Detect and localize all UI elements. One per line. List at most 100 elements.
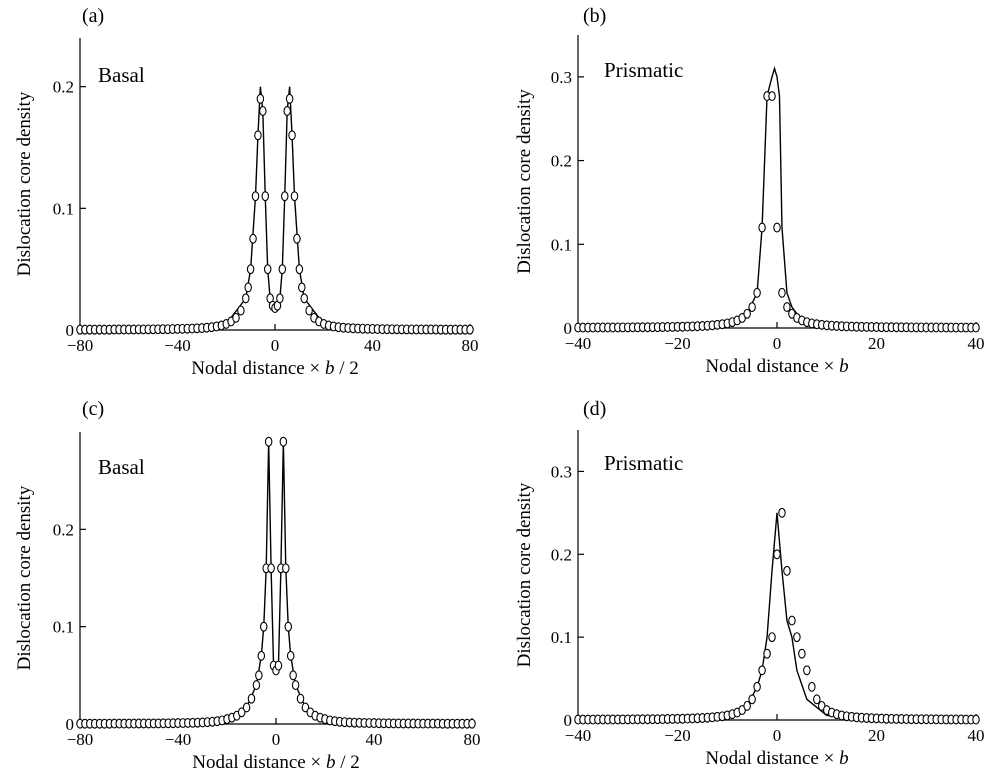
x-tick-label: 80	[464, 730, 481, 749]
data-point	[972, 714, 980, 725]
x-axis-title-suffix: / 2	[334, 358, 358, 379]
data-point	[778, 507, 786, 518]
series-line	[79, 86, 471, 331]
x-axis-title-var: b	[326, 752, 336, 773]
panel-label: (c)	[82, 398, 104, 420]
x-tick-label: 0	[773, 726, 782, 745]
panel-label: (b)	[583, 5, 606, 27]
data-point	[753, 681, 761, 692]
x-tick-label: 20	[868, 726, 885, 745]
data-point	[282, 563, 290, 574]
y-tick-label: 0.1	[53, 199, 74, 218]
data-point	[232, 312, 240, 323]
series-line	[79, 441, 473, 725]
y-axis-title: Dislocation core density	[14, 485, 35, 670]
x-axis-title-var: b	[839, 356, 849, 377]
y-tick-label: 0.2	[53, 78, 74, 97]
data-point	[808, 681, 816, 692]
data-point	[246, 264, 255, 275]
data-point	[284, 621, 292, 632]
data-point	[288, 130, 296, 141]
y-tick-label: 0.1	[551, 628, 572, 647]
series-line	[577, 512, 977, 721]
data-point	[242, 293, 250, 304]
data-point	[768, 91, 776, 102]
data-point	[259, 106, 267, 116]
panel-c: −80 −40 0 40 80 0 0.1 0.2 (c) Basal Nodal distance…	[14, 398, 481, 773]
data-point	[249, 233, 257, 244]
panel-b: −40 −20 0 20 40 0 0.1 0.2 0.3 (b) Prismatic Nodal d…	[514, 5, 985, 377]
data-point	[247, 693, 256, 704]
y-tick-label: 0.1	[551, 235, 572, 254]
y-axis-title: Dislocation core density	[514, 89, 535, 274]
data-point	[276, 293, 284, 304]
data-point	[283, 106, 291, 116]
x-axis-title: Nodal distance × b / 2	[192, 752, 359, 773]
y-tick-label: 0.2	[53, 520, 74, 539]
data-point	[748, 694, 756, 705]
data-point	[763, 648, 771, 659]
data-point	[768, 632, 776, 643]
panel-d: −40 −20 0 20 40 0 0.1 0.2 0.3 (d) Prismatic Nodal d…	[514, 398, 985, 769]
panel-a: −80 −40 0 40 80 0 0.1 0.2 (a) Basal Nodal distance…	[14, 5, 479, 379]
x-tick-label: −40	[164, 336, 191, 355]
data-point	[972, 322, 980, 333]
data-point	[279, 436, 288, 447]
data-point	[783, 302, 791, 313]
x-axis-title: Nodal distance × b	[705, 748, 848, 769]
data-point	[466, 324, 474, 335]
data-point	[278, 264, 287, 275]
x-tick-label: 40	[968, 334, 985, 353]
x-tick-label: 0	[271, 336, 280, 355]
x-axis-title-prefix: Nodal distance ×	[191, 358, 325, 379]
annotation-label: Prismatic	[604, 58, 683, 82]
annotation-label: Prismatic	[604, 451, 683, 475]
panel-label: (a)	[82, 5, 104, 27]
data-point	[280, 191, 289, 202]
data-point	[788, 615, 796, 626]
data-point	[259, 621, 268, 632]
x-tick-label: −20	[664, 334, 691, 353]
data-point	[758, 222, 766, 233]
data-point	[773, 222, 781, 233]
data-point	[298, 282, 306, 293]
data-point	[793, 632, 801, 643]
y-tick-label: 0.3	[551, 68, 572, 87]
y-tick-label: 0.1	[53, 618, 74, 637]
data-point	[261, 191, 269, 202]
data-point	[286, 650, 295, 661]
data-point	[256, 93, 265, 104]
data-point	[753, 287, 761, 298]
y-tick-label: 0.2	[551, 152, 572, 171]
data-point	[257, 650, 266, 661]
data-point	[778, 287, 786, 298]
panel-label: (d)	[583, 398, 606, 420]
x-tick-label: 40	[366, 730, 383, 749]
x-tick-label: −40	[565, 726, 592, 745]
x-tick-label: −80	[67, 336, 94, 355]
x-tick-label: −40	[165, 730, 192, 749]
data-point	[301, 702, 310, 713]
data-point	[748, 302, 756, 313]
y-axis-title: Dislocation core density	[14, 91, 35, 276]
data-point	[237, 305, 245, 316]
data-point	[289, 670, 297, 681]
data-point	[295, 264, 304, 275]
x-axis-title: Nodal distance × b / 2	[191, 358, 358, 379]
x-tick-label: −40	[565, 334, 592, 353]
data-point	[300, 293, 308, 304]
data-point	[758, 665, 766, 676]
data-point	[237, 707, 246, 718]
x-axis-title-var: b	[325, 358, 335, 379]
x-tick-label: 20	[868, 334, 885, 353]
x-axis-title-prefix: Nodal distance ×	[192, 752, 326, 773]
series-line	[577, 66, 977, 329]
y-tick-label: 0	[564, 711, 573, 730]
x-axis-title-prefix: Nodal distance ×	[705, 356, 839, 377]
x-tick-label: 0	[773, 334, 782, 353]
y-axis-title: Dislocation core density	[514, 482, 535, 667]
y-tick-label: 0	[66, 321, 75, 340]
data-point	[743, 700, 751, 711]
data-point	[274, 660, 283, 671]
